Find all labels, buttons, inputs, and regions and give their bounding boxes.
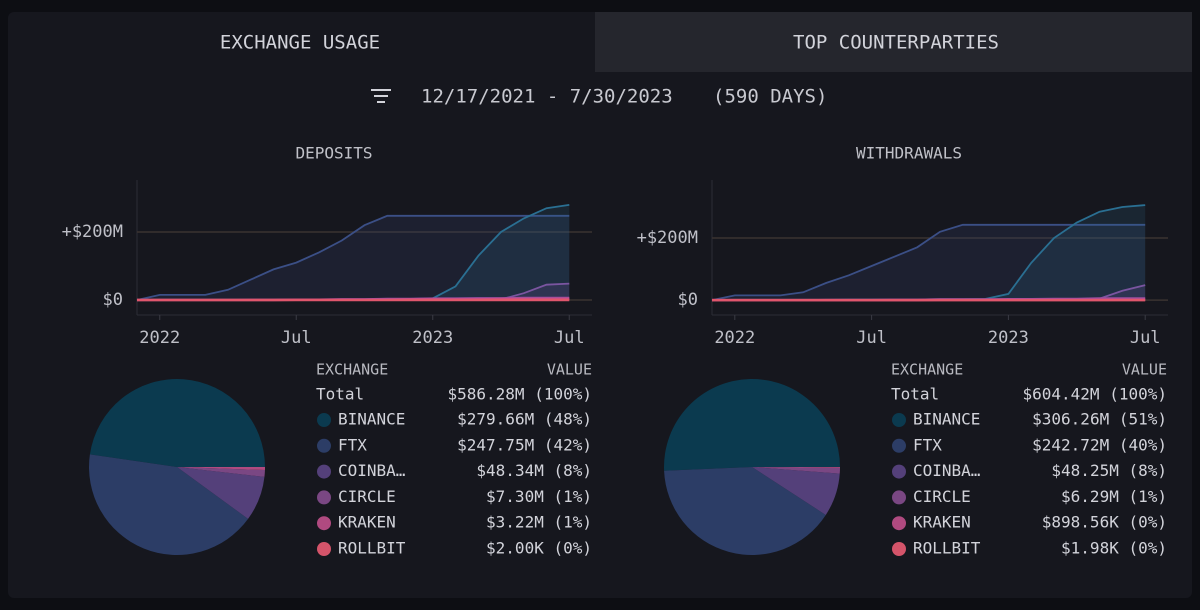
pie-slice [752,467,840,515]
pie-slice [177,467,265,471]
value-label: $7.30M (1%) [486,487,592,506]
pie-slice [664,379,840,471]
legend-dot [317,490,331,505]
pie-slice [752,467,840,468]
tab-inactive-bg[interactable] [595,12,1192,72]
value-label: $6.29M (1%) [1061,487,1167,506]
filter-icon[interactable] [371,89,391,103]
x-tick-label: 2022 [714,328,755,348]
pie-slice [89,379,265,467]
legend-dot [892,516,906,531]
y-tick-label: $0 [103,290,123,310]
legend-dot [892,438,906,453]
area-fill [712,205,1146,301]
legend-dot [317,413,331,427]
legend-label: ROLLBIT [913,539,981,558]
column-header: VALUE [547,361,592,379]
legend-dot [317,516,331,531]
y-tick-label: +$200M [62,222,123,242]
x-tick-label: Jul [554,328,585,348]
value-label: $306.26M (51%) [1032,410,1167,429]
legend-dot [317,438,331,453]
legend-label: BINANCE [913,410,980,429]
legend-dot [317,464,331,479]
pie-slice [89,454,249,555]
area-fill [712,224,1146,301]
x-tick-label: Jul [856,328,887,348]
legend-dot [892,464,906,479]
y-tick-label: $0 [678,290,698,310]
legend-dot [892,542,906,556]
tab[interactable]: TOP COUNTERPARTIES [793,32,999,54]
legend-label: KRAKEN [913,513,971,532]
value-label: $2.00K (0%) [486,539,592,558]
value-label: $279.66M (48%) [457,410,592,429]
legend-dot [892,490,906,505]
value-label: $1.98K (0%) [1061,539,1167,558]
pie-slice [752,467,840,474]
chart-title: WITHDRAWALS [856,144,962,163]
legend-label: CIRCLE [338,487,396,506]
legend-label: FTX [338,435,367,454]
chart-title: DEPOSITS [295,144,372,163]
date-range: 12/17/2021 - 7/30/2023 [421,86,673,108]
legend-label: BINANCE [338,410,405,429]
legend-label: CIRCLE [913,487,971,506]
column-header: EXCHANGE [891,361,963,379]
value-label: $3.22M (1%) [486,513,592,532]
value-label: $48.25M (8%) [1051,461,1167,480]
total-name: Total [316,385,364,404]
x-tick-label: 2023 [988,328,1029,348]
total-value: $604.42M (100%) [1023,385,1168,404]
column-header: VALUE [1122,361,1167,379]
pie-slice [177,467,265,519]
column-header: EXCHANGE [316,361,388,379]
area-line [136,214,570,301]
legend-dot [892,413,906,427]
total-name: Total [891,385,939,404]
x-tick-label: Jul [281,328,312,348]
value-label: $242.72M (40%) [1032,435,1167,454]
legend-dot [317,542,331,556]
duration: (590 DAYS) [713,86,827,108]
legend-label: COINBA… [913,461,980,480]
area-fill [137,204,570,301]
pie-slice [664,467,826,555]
legend-label: FTX [913,435,942,454]
value-label: $48.34M (8%) [476,461,592,480]
x-tick-label: Jul [1130,328,1161,348]
total-value: $586.28M (100%) [448,385,593,404]
value-label: $247.75M (42%) [457,435,592,454]
tab[interactable]: EXCHANGE USAGE [220,32,380,54]
legend-label: KRAKEN [338,513,396,532]
legend-label: ROLLBIT [338,539,406,558]
pie-slice [177,467,265,477]
x-tick-label: 2023 [412,328,453,348]
value-label: $898.56K (0%) [1042,513,1167,532]
x-tick-label: 2022 [139,328,180,348]
legend-label: COINBA… [338,461,405,480]
y-tick-label: +$200M [637,228,698,248]
